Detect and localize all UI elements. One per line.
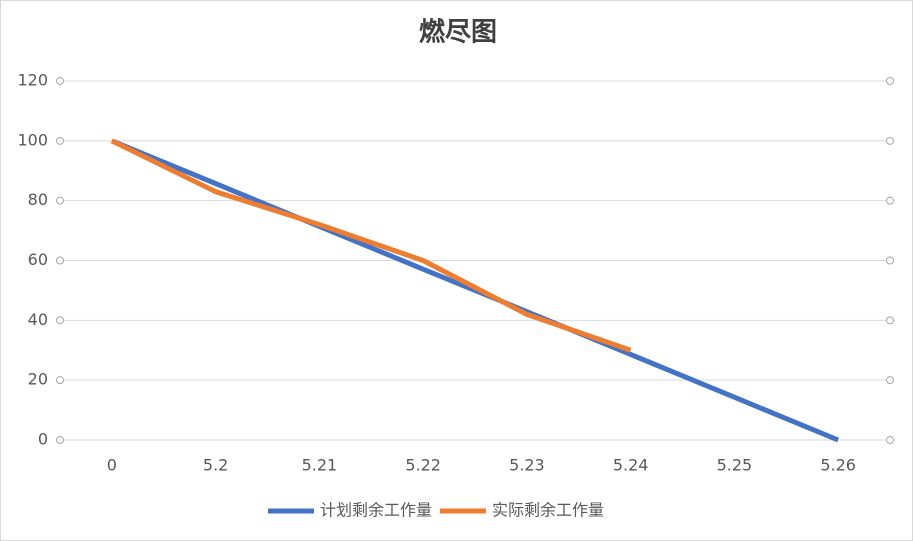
legend-label: 计划剩余工作量 xyxy=(320,501,432,520)
grid-handle xyxy=(886,376,894,385)
grid-handle xyxy=(56,436,64,444)
y-tick-label: 80 xyxy=(28,190,48,209)
grid-handle xyxy=(886,136,894,145)
legend-label: 实际剩余工作量 xyxy=(492,501,604,520)
grid-handle xyxy=(886,77,894,85)
series-line xyxy=(110,138,840,443)
y-tick-label: 20 xyxy=(28,370,48,389)
x-tick-label: 5.25 xyxy=(717,456,753,475)
grid-handle xyxy=(886,256,894,265)
grid-handle xyxy=(56,136,64,145)
series-line xyxy=(110,138,632,353)
chart-title: 燃尽图 xyxy=(419,18,497,48)
x-tick-label: 5.21 xyxy=(302,456,338,475)
x-tick-label: 5.23 xyxy=(509,456,545,475)
y-tick-label: 100 xyxy=(17,130,48,149)
y-tick-label: 60 xyxy=(28,250,48,269)
grid-handle xyxy=(886,316,894,325)
y-tick-label: 120 xyxy=(17,71,48,90)
x-tick-label: 5.24 xyxy=(613,456,649,475)
x-tick-label: 0 xyxy=(107,456,117,475)
grid-handle xyxy=(56,77,64,85)
grid-handle xyxy=(886,436,894,444)
x-tick-label: 5.2 xyxy=(203,456,228,475)
grid-handle xyxy=(56,316,64,325)
y-tick-label: 0 xyxy=(38,430,48,449)
grid-handle xyxy=(886,196,894,205)
x-tick-label: 5.22 xyxy=(405,456,441,475)
x-tick-label: 5.26 xyxy=(820,456,856,475)
grid-handle xyxy=(56,196,64,205)
grid-handle xyxy=(56,256,64,265)
y-tick-label: 40 xyxy=(28,310,48,329)
grid-handle xyxy=(56,376,64,385)
